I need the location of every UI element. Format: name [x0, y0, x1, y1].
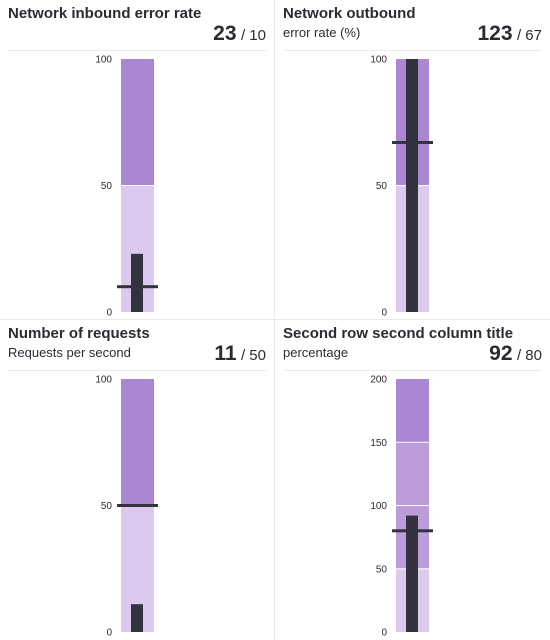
axis-tick-label: 0	[106, 308, 112, 319]
axis-tick-label: 0	[381, 308, 387, 319]
bullet-chart: 0 50 100	[95, 55, 158, 319]
axis-tick-label: 50	[101, 501, 113, 512]
current-value: 92	[489, 342, 513, 365]
axis-tick-label: 50	[376, 181, 388, 192]
range-band	[121, 379, 154, 506]
measure-bar	[131, 253, 143, 312]
target-value: / 80	[516, 347, 542, 364]
target-marker	[117, 504, 158, 507]
current-value: 11	[214, 342, 237, 365]
panel-network-outbound-error-rate: Network outbound error rate (%) 123 / 67…	[275, 0, 550, 319]
measure-bar	[406, 515, 418, 632]
panel-title: Second row second column title	[283, 325, 514, 342]
target-marker	[117, 285, 158, 289]
axis-tick-label: 100	[95, 55, 112, 66]
axis-tick-label: 0	[106, 628, 112, 639]
bullet-chart: 0 50 100 150 200	[370, 375, 433, 639]
value-readout: 92 / 80	[489, 342, 542, 366]
range-band	[396, 379, 429, 443]
range-band	[396, 442, 429, 506]
current-value: 23	[213, 22, 237, 45]
panel-title: Number of requests	[8, 325, 150, 342]
panel-number-of-requests: Number of requests Requests per second 1…	[0, 320, 274, 640]
bullet-chart: 0 50 100	[95, 375, 158, 639]
range-band	[121, 59, 154, 186]
current-value: 123	[477, 22, 513, 45]
panel-subtitle: percentage	[283, 345, 349, 360]
panel-second-row-second-column: Second row second column title percentag…	[275, 320, 550, 640]
panel-network-inbound-error-rate: Network inbound error rate 23 / 10 0 50 10…	[0, 0, 274, 319]
axis-tick-label: 200	[370, 375, 387, 386]
axis-tick-label: 100	[370, 55, 387, 66]
panel-subtitle: error rate (%)	[283, 25, 361, 40]
header-divider	[283, 50, 542, 51]
target-value: / 67	[516, 27, 542, 44]
axis-tick-label: 0	[381, 628, 387, 639]
panel-subtitle: Requests per second	[8, 345, 131, 360]
value-readout: 11 / 50	[214, 342, 266, 366]
header-divider	[8, 370, 266, 371]
measure-bar	[406, 59, 418, 312]
target-value: / 50	[240, 347, 266, 364]
bullet-chart: 0 50 100	[370, 55, 433, 319]
target-marker	[392, 140, 433, 144]
value-readout: 123 / 67	[477, 22, 542, 46]
axis-tick-label: 100	[95, 375, 112, 386]
target-marker	[392, 529, 433, 533]
target-value: / 10	[240, 27, 266, 44]
panel-title: Network inbound error rate	[8, 5, 202, 22]
measure-bar	[131, 604, 143, 632]
axis-tick-label: 100	[370, 501, 387, 512]
axis-tick-label: 150	[370, 438, 387, 449]
value-readout: 23 / 10	[213, 22, 266, 46]
panel-title: Network outbound	[283, 5, 416, 22]
header-divider	[8, 50, 266, 51]
header-divider	[283, 370, 542, 371]
axis-tick-label: 50	[101, 181, 113, 192]
axis-tick-label: 50	[376, 564, 388, 575]
